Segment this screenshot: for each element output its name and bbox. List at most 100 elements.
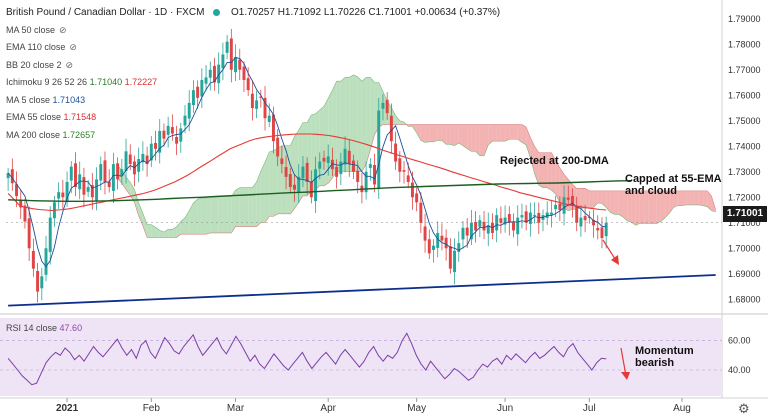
ichimoku-cloud-segment bbox=[543, 152, 548, 188]
candle-body bbox=[394, 143, 398, 162]
candle-body bbox=[120, 169, 124, 176]
time-tick-label: Feb bbox=[143, 403, 161, 414]
indicator-label: MA 50 close bbox=[6, 24, 56, 35]
price-tick-label: 1.69000 bbox=[728, 269, 761, 279]
indicator-value: 1.72657 bbox=[62, 129, 96, 140]
candle-body bbox=[562, 197, 566, 214]
candle-body bbox=[453, 250, 457, 273]
candle-body bbox=[111, 164, 115, 191]
candle-body bbox=[61, 192, 65, 198]
candle-body bbox=[415, 193, 419, 203]
ichimoku-cloud-segment bbox=[189, 202, 194, 235]
candle-body bbox=[284, 167, 288, 177]
rsi-tick-label: 60.00 bbox=[728, 336, 751, 346]
candle-body bbox=[440, 235, 444, 241]
candle-body bbox=[69, 166, 73, 181]
ichimoku-cloud-segment bbox=[446, 124, 451, 145]
time-tick-label: Mar bbox=[227, 403, 245, 414]
ichimoku-cloud-segment bbox=[437, 124, 442, 141]
ichimoku-cloud-segment bbox=[151, 224, 156, 238]
candle-body bbox=[187, 102, 191, 119]
candle-body bbox=[44, 248, 48, 275]
candle-body bbox=[166, 125, 170, 135]
ichimoku-cloud-segment bbox=[441, 124, 447, 145]
legend-ma50[interactable]: MA 50 close ⊘ bbox=[6, 22, 500, 40]
candle-body bbox=[10, 169, 14, 184]
ichimoku-cloud-segment bbox=[235, 187, 240, 227]
candle-body bbox=[427, 239, 431, 254]
legend-bb20[interactable]: BB 20 close 2 ⊘ bbox=[6, 57, 500, 75]
candle-body bbox=[503, 217, 507, 225]
ichimoku-cloud-segment bbox=[218, 196, 223, 233]
legend-ema55[interactable]: EMA 55 close 1.71548 bbox=[6, 109, 500, 127]
rsi-tick-label: 40.00 bbox=[728, 365, 751, 375]
candle-body bbox=[31, 250, 35, 269]
hidden-eye-icon[interactable]: ⊘ bbox=[69, 42, 77, 52]
ichimoku-cloud-segment bbox=[673, 190, 678, 208]
candle-body bbox=[381, 102, 385, 109]
ichimoku-cloud-segment bbox=[656, 190, 661, 224]
last-price-label: 1.71001 bbox=[723, 206, 767, 222]
candle-body bbox=[457, 243, 461, 252]
ichimoku-cloud-segment bbox=[176, 221, 181, 238]
candle-body bbox=[571, 195, 574, 205]
price-tick-label: 1.76000 bbox=[728, 90, 761, 100]
symbol-title[interactable]: British Pound / Canadian Dollar · 1D · F… bbox=[6, 7, 205, 18]
settings-gear-icon[interactable]: ⚙ bbox=[738, 401, 750, 416]
legend-ema110[interactable]: EMA 110 close ⊘ bbox=[6, 39, 500, 57]
ichimoku-cloud-segment bbox=[644, 190, 649, 224]
price-tick-label: 1.79000 bbox=[728, 14, 761, 24]
ichimoku-cloud-segment bbox=[505, 124, 510, 142]
candle-body bbox=[271, 114, 275, 142]
candle-body bbox=[322, 157, 326, 162]
indicator-label: MA 200 close bbox=[6, 129, 61, 140]
time-tick-label: 2021 bbox=[56, 403, 79, 414]
ichimoku-cloud-segment bbox=[496, 124, 501, 142]
candle-body bbox=[482, 221, 486, 231]
ichimoku-cloud-segment bbox=[707, 190, 712, 211]
candle-body bbox=[305, 162, 309, 182]
ichimoku-cloud-segment bbox=[471, 124, 476, 152]
candle-body bbox=[436, 232, 440, 248]
ichimoku-cloud-segment bbox=[281, 145, 287, 214]
indicator-value: 1.71043 bbox=[52, 94, 86, 105]
candle-body bbox=[238, 59, 242, 70]
candle-body bbox=[448, 246, 452, 269]
candle-body bbox=[587, 216, 591, 218]
candle-body bbox=[583, 216, 587, 221]
indicator-label: Ichimoku 9 26 52 26 bbox=[6, 77, 88, 87]
price-tick-label: 1.77000 bbox=[728, 65, 761, 75]
ichimoku-cloud-segment bbox=[631, 190, 636, 226]
ichimoku-cloud-segment bbox=[134, 189, 139, 216]
chart-legend: British Pound / Canadian Dollar · 1D · F… bbox=[6, 4, 500, 144]
candle-body bbox=[191, 90, 195, 106]
ichimoku-cloud-segment bbox=[500, 124, 506, 142]
ichimoku-cloud-segment bbox=[509, 124, 514, 140]
ichimoku-cloud-segment bbox=[530, 137, 535, 174]
candle-body bbox=[263, 97, 267, 119]
rsi-line bbox=[7, 332, 607, 386]
candle-body bbox=[524, 211, 528, 223]
ichimoku-cloud-segment bbox=[694, 190, 699, 205]
legend-ma200[interactable]: MA 200 close 1.72657 bbox=[6, 127, 500, 145]
candle-body bbox=[27, 218, 31, 249]
legend-ichimoku[interactable]: Ichimoku 9 26 52 26 1.71040 1.72227 bbox=[6, 74, 500, 92]
rsi-legend[interactable]: RSI 14 close 47.60 bbox=[6, 323, 82, 333]
ichimoku-cloud-segment bbox=[425, 124, 430, 143]
hidden-eye-icon[interactable]: ⊘ bbox=[65, 59, 74, 70]
ichimoku-cloud-segment bbox=[488, 124, 493, 145]
candle-body bbox=[339, 161, 343, 175]
ichimoku-cloud-segment bbox=[580, 188, 586, 209]
legend-ma5[interactable]: MA 5 close 1.71043 bbox=[6, 92, 500, 110]
time-tick-label: Jul bbox=[583, 403, 596, 414]
price-tick-label: 1.70000 bbox=[728, 243, 761, 253]
hidden-eye-icon[interactable]: ⊘ bbox=[59, 24, 67, 35]
price-tick-label: 1.73000 bbox=[728, 167, 761, 177]
candle-body bbox=[554, 204, 558, 210]
price-tick-label: 1.74000 bbox=[728, 141, 761, 151]
candle-body bbox=[208, 69, 212, 78]
candle-body bbox=[385, 99, 389, 114]
ichimoku-cloud-segment bbox=[623, 190, 628, 221]
ichimoku-cloud-segment bbox=[159, 230, 164, 238]
